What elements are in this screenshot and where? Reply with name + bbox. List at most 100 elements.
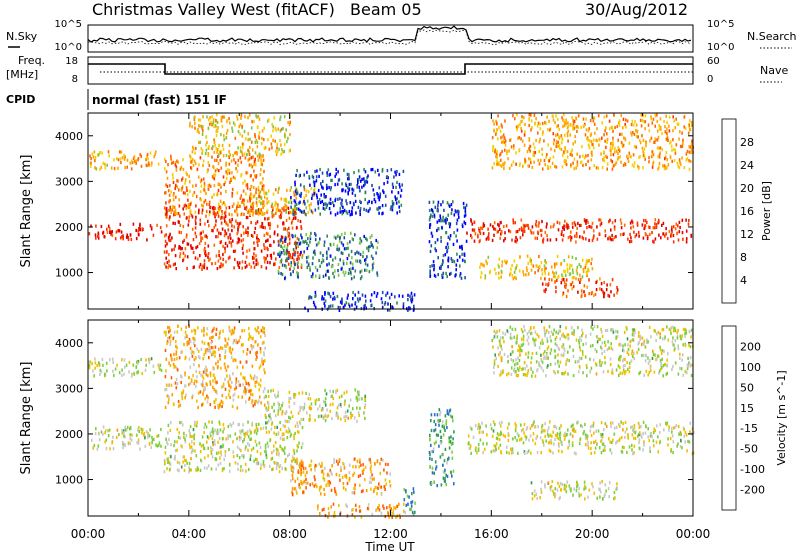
data-cell [343,305,345,309]
data-cell [314,483,317,487]
data-cell [339,417,342,421]
data-cell [212,121,215,125]
data-cell [377,486,379,490]
data-cell [289,255,292,260]
data-cell [281,148,283,152]
data-cell [555,139,558,143]
data-cell [430,413,433,417]
data-cell [658,233,660,237]
data-cell [357,180,359,184]
data-cell [247,435,250,439]
data-cell [224,246,226,250]
data-cell [342,259,345,263]
data-cell [197,468,199,472]
data-cell [359,458,361,462]
data-cell [319,414,322,418]
data-cell [612,136,614,140]
data-cell [227,424,230,429]
data-cell [204,351,207,355]
data-cell [239,123,242,127]
data-cell [261,155,264,159]
data-cell [185,204,188,208]
data-cell [491,238,494,242]
data-cell [432,260,435,264]
data-cell [526,254,529,258]
data-cell [116,428,119,432]
data-cell [311,196,313,200]
data-cell [411,500,414,504]
data-cell [673,147,675,152]
data-cell [263,191,265,195]
data-cell [440,239,442,243]
data-cell [381,204,384,208]
data-cell [501,149,503,153]
data-cell [533,146,536,150]
data-cell [305,486,307,490]
data-cell [481,263,484,267]
data-cell [430,428,433,433]
data-cell [610,290,612,294]
data-cell [359,297,361,301]
data-cell [113,373,115,378]
data-cell [252,178,254,182]
data-cell [610,153,612,157]
data-cell [205,234,208,238]
data-cell [342,482,345,486]
data-cell [506,152,508,156]
data-cell [266,421,269,425]
data-cell [197,124,200,128]
data-cell [232,394,235,398]
data-cell [328,305,330,309]
data-cell [491,434,494,438]
data-cell [366,238,368,242]
data-cell [483,224,486,228]
data-cell [595,288,598,292]
data-cell [332,271,334,275]
data-cell [254,429,256,433]
data-cell [574,234,576,238]
data-cell [252,234,254,238]
data-cell [284,251,286,255]
data-cell [98,438,101,442]
data-cell [193,337,196,341]
data-cell [284,277,286,281]
data-cell [314,399,317,403]
data-cell [202,159,205,163]
data-cell [334,269,336,273]
data-cell [571,153,573,157]
data-cell [386,291,389,295]
data-cell [109,447,111,451]
data-cell [121,373,123,377]
data-cell [254,140,257,144]
data-cell [305,391,307,395]
data-cell [323,487,325,491]
data-cell [188,429,190,433]
data-cell [306,470,308,475]
data-cell [253,265,256,269]
data-cell [221,211,224,216]
data-cell [187,205,190,209]
data-cell [682,237,684,241]
data-cell [635,123,638,127]
data-cell [263,138,265,142]
data-cell [242,423,244,427]
data-cell [517,136,519,140]
data-cell [368,245,370,249]
data-cell [231,229,233,233]
data-cell [242,225,244,229]
data-cell [249,195,251,199]
data-cell [237,230,239,234]
data-cell [356,397,359,401]
data-cell [632,123,635,127]
data-cell [367,249,370,253]
data-cell [176,179,178,183]
data-cell [605,288,608,292]
data-cell [589,133,592,138]
data-cell [174,381,177,385]
data-cell [348,463,351,467]
data-cell [226,172,229,176]
data-cell [209,257,211,261]
data-cell [652,431,655,435]
data-cell [681,218,684,222]
data-cell [499,163,502,167]
